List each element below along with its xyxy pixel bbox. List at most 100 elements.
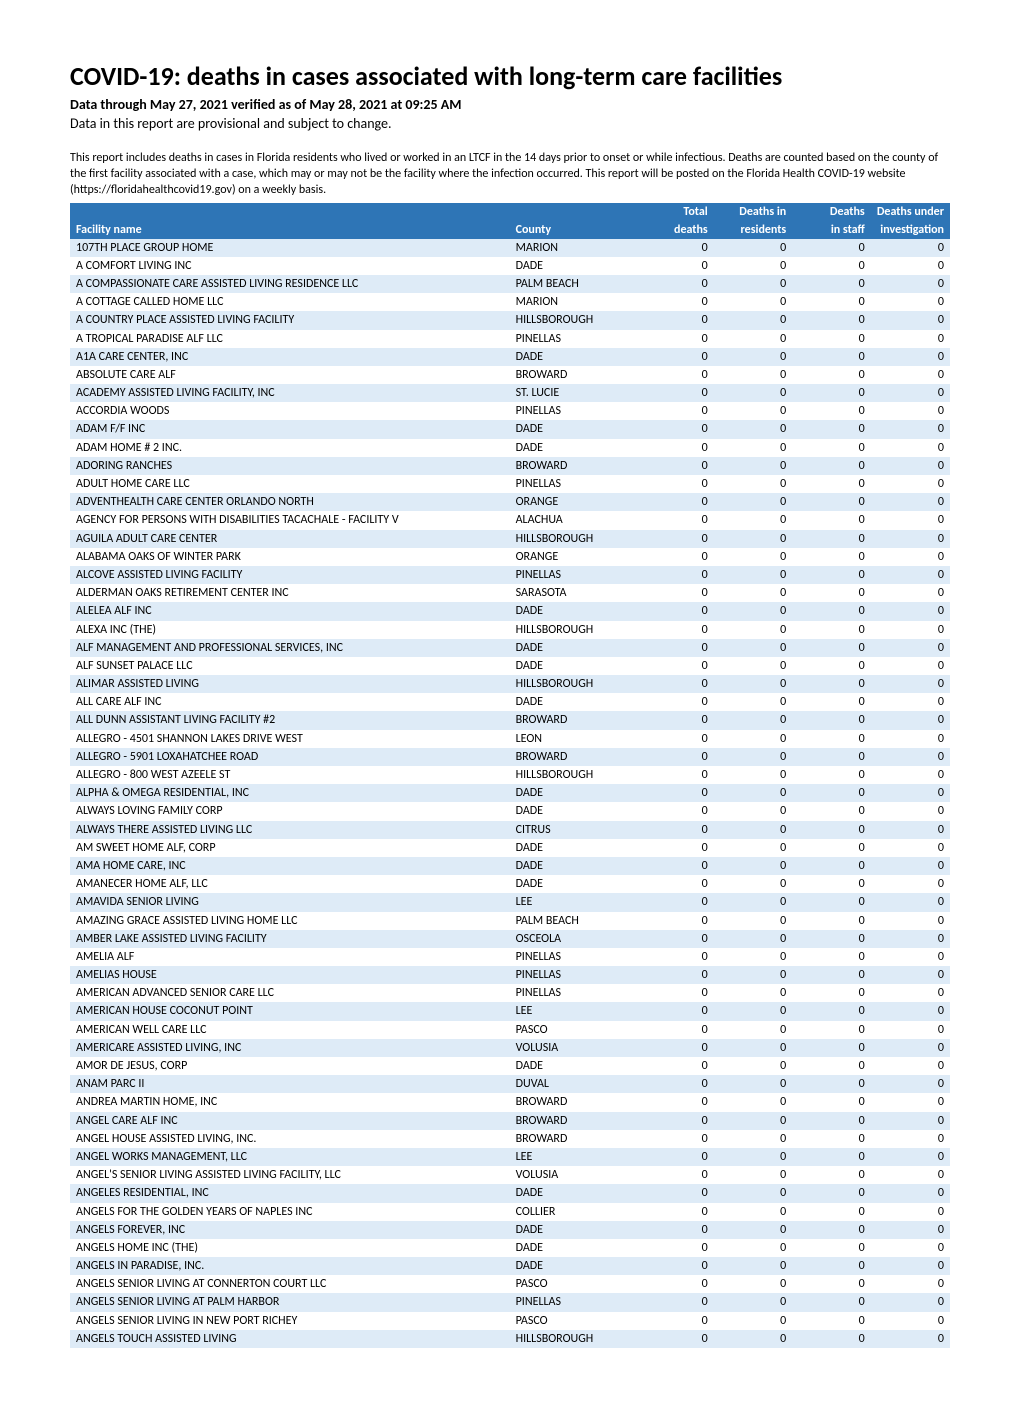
cell-invest: 0 xyxy=(871,1057,950,1075)
cell-residents: 0 xyxy=(714,439,793,457)
cell-staff: 0 xyxy=(792,1184,871,1202)
cell-total: 0 xyxy=(635,930,714,948)
cell-total: 0 xyxy=(635,1057,714,1075)
cell-staff: 0 xyxy=(792,384,871,402)
table-row: ANGEL'S SENIOR LIVING ASSISTED LIVING FA… xyxy=(70,1166,950,1184)
cell-total: 0 xyxy=(635,1075,714,1093)
cell-residents: 0 xyxy=(714,1075,793,1093)
table-row: ALWAYS LOVING FAMILY CORPDADE0000 xyxy=(70,802,950,820)
column-header-top: Total xyxy=(635,203,714,221)
table-row: AMBER LAKE ASSISTED LIVING FACILITYOSCEO… xyxy=(70,930,950,948)
cell-residents: 0 xyxy=(714,1312,793,1330)
column-header-top xyxy=(510,203,636,221)
provisional-note: Data in this report are provisional and … xyxy=(70,115,950,132)
cell-total: 0 xyxy=(635,730,714,748)
cell-invest: 0 xyxy=(871,384,950,402)
cell-facility: AMOR DE JESUS, CORP xyxy=(70,1057,510,1075)
cell-total: 0 xyxy=(635,1039,714,1057)
table-row: ALWAYS THERE ASSISTED LIVING LLCCITRUS00… xyxy=(70,821,950,839)
cell-facility: ANGEL HOUSE ASSISTED LIVING, INC. xyxy=(70,1130,510,1148)
cell-total: 0 xyxy=(635,1203,714,1221)
cell-county: DADE xyxy=(510,1257,636,1275)
cell-staff: 0 xyxy=(792,1257,871,1275)
table-row: ALPHA & OMEGA RESIDENTIAL, INCDADE0000 xyxy=(70,784,950,802)
cell-facility: ANGELES RESIDENTIAL, INC xyxy=(70,1184,510,1202)
cell-staff: 0 xyxy=(792,457,871,475)
table-row: A COMPASSIONATE CARE ASSISTED LIVING RES… xyxy=(70,275,950,293)
cell-residents: 0 xyxy=(714,1293,793,1311)
cell-county: LEE xyxy=(510,1148,636,1166)
cell-county: LEE xyxy=(510,1002,636,1020)
table-row: A COTTAGE CALLED HOME LLCMARION0000 xyxy=(70,293,950,311)
cell-staff: 0 xyxy=(792,766,871,784)
cell-facility: ADORING RANCHES xyxy=(70,457,510,475)
cell-county: BROWARD xyxy=(510,366,636,384)
cell-staff: 0 xyxy=(792,621,871,639)
cell-total: 0 xyxy=(635,748,714,766)
cell-residents: 0 xyxy=(714,493,793,511)
cell-staff: 0 xyxy=(792,821,871,839)
cell-residents: 0 xyxy=(714,966,793,984)
cell-facility: AMAVIDA SENIOR LIVING xyxy=(70,893,510,911)
table-row: ALEXA INC (THE)HILLSBOROUGH0000 xyxy=(70,621,950,639)
cell-residents: 0 xyxy=(714,1239,793,1257)
cell-invest: 0 xyxy=(871,402,950,420)
cell-facility: A COMPASSIONATE CARE ASSISTED LIVING RES… xyxy=(70,275,510,293)
cell-total: 0 xyxy=(635,584,714,602)
cell-county: BROWARD xyxy=(510,1112,636,1130)
cell-invest: 0 xyxy=(871,711,950,729)
cell-total: 0 xyxy=(635,766,714,784)
cell-staff: 0 xyxy=(792,366,871,384)
cell-residents: 0 xyxy=(714,402,793,420)
cell-county: ORANGE xyxy=(510,493,636,511)
cell-staff: 0 xyxy=(792,257,871,275)
cell-county: PINELLAS xyxy=(510,984,636,1002)
table-row: ABSOLUTE CARE ALFBROWARD0000 xyxy=(70,366,950,384)
cell-staff: 0 xyxy=(792,348,871,366)
table-row: ANGELS FOR THE GOLDEN YEARS OF NAPLES IN… xyxy=(70,1203,950,1221)
table-row: AGENCY FOR PERSONS WITH DISABILITIES TAC… xyxy=(70,511,950,529)
cell-facility: AMERICARE ASSISTED LIVING, INC xyxy=(70,1039,510,1057)
table-row: ADAM HOME # 2 INC.DADE0000 xyxy=(70,439,950,457)
cell-total: 0 xyxy=(635,402,714,420)
cell-facility: ADAM F/F INC xyxy=(70,420,510,438)
cell-facility: AMELIAS HOUSE xyxy=(70,966,510,984)
cell-county: DADE xyxy=(510,693,636,711)
cell-invest: 0 xyxy=(871,1221,950,1239)
cell-total: 0 xyxy=(635,711,714,729)
cell-residents: 0 xyxy=(714,875,793,893)
cell-county: BROWARD xyxy=(510,711,636,729)
cell-invest: 0 xyxy=(871,239,950,257)
cell-total: 0 xyxy=(635,839,714,857)
cell-total: 0 xyxy=(635,311,714,329)
cell-invest: 0 xyxy=(871,1330,950,1348)
cell-county: DADE xyxy=(510,1221,636,1239)
cell-county: PINELLAS xyxy=(510,475,636,493)
cell-invest: 0 xyxy=(871,912,950,930)
cell-invest: 0 xyxy=(871,1312,950,1330)
cell-staff: 0 xyxy=(792,1075,871,1093)
cell-invest: 0 xyxy=(871,621,950,639)
table-row: ALABAMA OAKS OF WINTER PARKORANGE0000 xyxy=(70,548,950,566)
cell-county: PINELLAS xyxy=(510,402,636,420)
cell-invest: 0 xyxy=(871,1257,950,1275)
table-row: ALL CARE ALF INCDADE0000 xyxy=(70,693,950,711)
cell-invest: 0 xyxy=(871,802,950,820)
cell-staff: 0 xyxy=(792,1221,871,1239)
cell-staff: 0 xyxy=(792,602,871,620)
cell-facility: ALLEGRO - 5901 LOXAHATCHEE ROAD xyxy=(70,748,510,766)
cell-total: 0 xyxy=(635,1166,714,1184)
cell-total: 0 xyxy=(635,1239,714,1257)
cell-residents: 0 xyxy=(714,1330,793,1348)
cell-residents: 0 xyxy=(714,748,793,766)
cell-invest: 0 xyxy=(871,1093,950,1111)
cell-staff: 0 xyxy=(792,984,871,1002)
cell-county: DADE xyxy=(510,348,636,366)
cell-residents: 0 xyxy=(714,1039,793,1057)
cell-staff: 0 xyxy=(792,675,871,693)
column-header-top xyxy=(70,203,510,221)
cell-county: LEON xyxy=(510,730,636,748)
cell-total: 0 xyxy=(635,1184,714,1202)
table-row: AMANECER HOME ALF, LLCDADE0000 xyxy=(70,875,950,893)
cell-residents: 0 xyxy=(714,621,793,639)
